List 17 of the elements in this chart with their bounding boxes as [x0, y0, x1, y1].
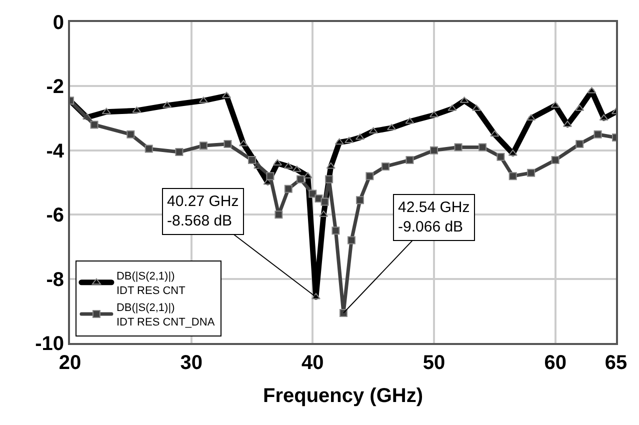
y-tick-label: -10	[35, 333, 64, 355]
x-tick-label: 20	[58, 352, 82, 374]
y-tick-label: -8	[46, 268, 64, 291]
y-tick-label: 0	[52, 12, 64, 34]
y-tick-label: -6	[46, 204, 64, 227]
x-tick-label: 60	[544, 352, 566, 374]
annotation: 42.54 GHz -9.066 dB	[398, 199, 470, 236]
y-tick-label: -2	[46, 76, 64, 98]
x-tick-label: 50	[422, 352, 446, 374]
x-tick-label: 40	[302, 352, 324, 374]
x-axis-title: Frequency (GHz)	[262, 385, 424, 407]
annotation: 40.27 GHz -8.568 dB	[167, 193, 239, 230]
x-tick-label: 30	[180, 352, 202, 374]
legend-label: DB(|S(2,1)|) IDT RES CNT_DNA	[116, 302, 216, 328]
y-tick-label: -4	[46, 140, 65, 162]
legend-label: DB(|S(2,1)|) IDT RES CNT	[116, 270, 186, 297]
x-tick-label: 65	[604, 352, 628, 374]
